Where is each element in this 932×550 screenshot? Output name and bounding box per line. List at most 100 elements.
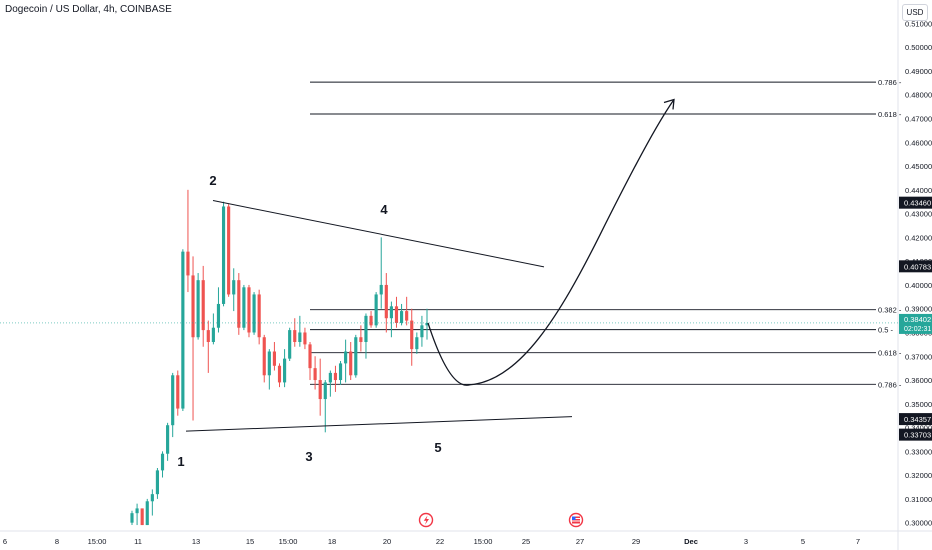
- triangle-lower-trendline[interactable]: [185, 416, 573, 432]
- candle-body: [211, 327, 215, 342]
- price-tick-label: 0.49000: [905, 67, 932, 76]
- candle-body: [333, 372, 338, 381]
- price-label-text: 0.33703: [904, 431, 931, 440]
- fib-level-label: 0.618 -: [878, 349, 902, 358]
- time-tick-label: 27: [576, 537, 584, 546]
- flash-event-icon[interactable]: [418, 512, 434, 528]
- price-tick-label: 0.36000: [905, 376, 932, 385]
- wave-label: 3: [305, 449, 312, 464]
- candle-body: [303, 332, 307, 345]
- candle-body: [216, 303, 221, 328]
- candle-body: [354, 337, 358, 376]
- price-label-badge: [899, 260, 932, 273]
- us-flag-event-icon[interactable]: [568, 512, 584, 528]
- time-tick-label: 7: [856, 537, 860, 546]
- time-tick-label: 15:00: [474, 537, 493, 546]
- candle-body: [389, 306, 393, 319]
- time-tick-label: 8: [55, 537, 59, 546]
- price-tick-label: 0.33000: [905, 447, 932, 456]
- candle-body: [257, 294, 261, 338]
- candle-body: [328, 372, 332, 383]
- candle-body: [349, 351, 353, 376]
- wave-label: 5: [434, 440, 441, 455]
- fib-level-label: 0.618 -: [878, 110, 902, 119]
- time-axis[interactable]: 6 8 15:00 11 13 15 15:00 18 20 22 15:00 25 27 29 Dec 3 5…: [3, 537, 860, 546]
- price-label-text: 0.40783: [904, 262, 931, 271]
- time-tick-label: 6: [3, 537, 7, 546]
- time-tick-label: 15:00: [279, 537, 298, 546]
- candle-body: [384, 284, 388, 319]
- candle-body: [394, 306, 399, 323]
- candle-body: [415, 337, 419, 350]
- price-tick-label: 0.40000: [905, 281, 932, 290]
- candle-body: [140, 508, 144, 526]
- candle-body: [247, 287, 251, 333]
- candle-body: [166, 425, 170, 454]
- candle-body: [145, 501, 149, 526]
- candle-body: [237, 280, 241, 328]
- time-tick-label: 22: [436, 537, 444, 546]
- candle-body: [374, 294, 378, 326]
- time-tick-label: 25: [522, 537, 530, 546]
- candle-body: [405, 311, 409, 321]
- price-tick-label: 0.32000: [905, 471, 932, 480]
- candle-body: [293, 330, 297, 342]
- fib-level-label: 0.5 -: [878, 326, 894, 335]
- fib-retracement-levels[interactable]: 0.786 - 0.618 - 0.382 - 0.5 - 0.618 - 0.786 -: [310, 78, 902, 389]
- candle-body: [135, 508, 139, 514]
- candle-body: [186, 251, 190, 276]
- price-tick-label: 0.39000: [905, 305, 932, 314]
- wave-label: 1: [177, 454, 184, 469]
- time-tick-label: 5: [801, 537, 805, 546]
- candle-body: [242, 287, 246, 328]
- price-tick-label: 0.44000: [905, 186, 932, 195]
- candle-body: [425, 322, 429, 326]
- candle-body: [272, 351, 276, 366]
- candle-body: [338, 363, 343, 381]
- price-tick-label: 0.37000: [905, 352, 932, 361]
- projection-arrow-curve[interactable]: [427, 99, 675, 386]
- symbol-title[interactable]: Dogecoin / US Dollar, 4h, COINBASE: [5, 4, 172, 15]
- price-label-badge: [899, 196, 932, 209]
- fib-level-label: 0.382 -: [878, 306, 902, 315]
- time-tick-label: 11: [134, 537, 142, 546]
- candle-body: [420, 325, 424, 338]
- price-labels: 0.43460 0.40783 0.38402 02:02:31 0.34357 0.33…: [899, 196, 932, 441]
- candle-body: [277, 365, 282, 383]
- candle-body: [232, 280, 236, 295]
- candle-body: [318, 380, 322, 400]
- wave-label: 2: [209, 173, 216, 188]
- candle-body: [181, 251, 185, 409]
- candle-body: [160, 453, 165, 471]
- candle-body: [410, 320, 414, 350]
- candle-body: [399, 311, 404, 323]
- triangle-upper-trendline[interactable]: [212, 200, 545, 268]
- price-tick-label: 0.45000: [905, 162, 932, 171]
- event-markers[interactable]: [418, 512, 584, 528]
- fib-level-label: 0.786 -: [878, 380, 902, 389]
- candle-body: [206, 330, 210, 342]
- candle-body: [196, 280, 200, 338]
- time-tick-label: 15: [246, 537, 254, 546]
- projection-arrowhead: [663, 98, 675, 110]
- candle-body: [252, 294, 256, 333]
- candle-body: [176, 375, 180, 409]
- candle-body: [221, 206, 226, 304]
- candle-body: [359, 337, 363, 342]
- currency-unit-button[interactable]: USD: [902, 4, 928, 21]
- current-price-label: 0.38402: [904, 315, 931, 324]
- candle-body: [150, 494, 154, 502]
- wave-labels: 1 2 3 4 5: [177, 173, 441, 469]
- price-tick-label: 0.42000: [905, 233, 932, 242]
- price-tick-label: 0.47000: [905, 115, 932, 124]
- price-tick-label: 0.46000: [905, 138, 932, 147]
- candle-body: [298, 332, 302, 342]
- candle-body: [288, 330, 292, 359]
- bar-countdown-label: 02:02:31: [904, 326, 931, 333]
- current-price-badge: [899, 313, 932, 334]
- price-label-badge: [899, 428, 932, 441]
- drawing-layer[interactable]: [185, 98, 675, 432]
- candle-body: [344, 351, 348, 364]
